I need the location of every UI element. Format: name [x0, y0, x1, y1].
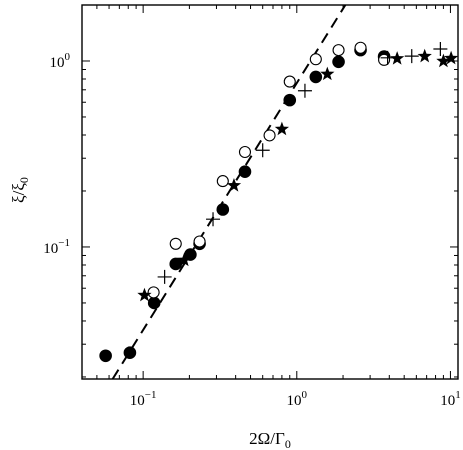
data-point-filled-circle [332, 55, 345, 69]
data-point-open-circle [332, 44, 345, 57]
data-point-plus [255, 143, 270, 158]
fit-line-layer [111, 4, 347, 380]
data-point-filled-circle [309, 70, 323, 84]
data-point-open-circle [354, 41, 367, 54]
x-tick-label: 10−1 [130, 389, 157, 409]
data-point-open-circle [238, 145, 252, 159]
data-point-star [390, 51, 405, 65]
plot-area [81, 4, 459, 380]
data-point-open-circle [169, 237, 182, 250]
y-tick-label: 10−1 [43, 237, 70, 257]
axis-ticks [81, 4, 458, 379]
x-tick-label: 100 [287, 389, 308, 409]
data-point-plus [206, 212, 221, 227]
x-axis-label: 2Ω/Γ0 [249, 429, 291, 450]
data-point-open-circle [378, 53, 391, 66]
data-point-filled-circle [283, 93, 297, 107]
plot-frame [81, 4, 459, 380]
data-point-star [274, 121, 290, 136]
data-point-open-circle [216, 175, 229, 188]
data-point-filled-circle [238, 165, 252, 178]
data-point-open-circle [283, 75, 296, 88]
x-tick-labels: 10−1 100 101 [130, 389, 461, 409]
data-point-plus [297, 83, 312, 98]
y-axis-label: ξ/ξ0 [9, 177, 31, 203]
data-point-filled-circle [216, 203, 230, 216]
data-point-filled-circle [99, 349, 112, 363]
data-point-plus [157, 269, 172, 284]
x-tick-label: 101 [440, 389, 461, 409]
data-point-filled-circle [123, 346, 137, 360]
data-point-star [417, 48, 432, 63]
data-point-star [436, 53, 451, 68]
data-point-open-circle [193, 235, 206, 248]
data-point-plus [404, 49, 419, 64]
data-point-star [443, 50, 459, 65]
data-point-open-circle [309, 53, 322, 66]
data-markers [99, 41, 459, 363]
data-point-open-circle [263, 129, 276, 142]
data-point-star [320, 66, 335, 81]
data-point-star [137, 287, 152, 302]
fit-line [111, 4, 347, 380]
data-point-plus [433, 41, 448, 56]
y-tick-labels: 10−1 100 [43, 51, 70, 257]
data-point-star [226, 178, 242, 192]
data-point-open-circle [147, 286, 160, 299]
data-point-filled-circle [147, 296, 161, 310]
data-point-star [177, 252, 192, 267]
y-tick-label: 100 [50, 51, 71, 71]
